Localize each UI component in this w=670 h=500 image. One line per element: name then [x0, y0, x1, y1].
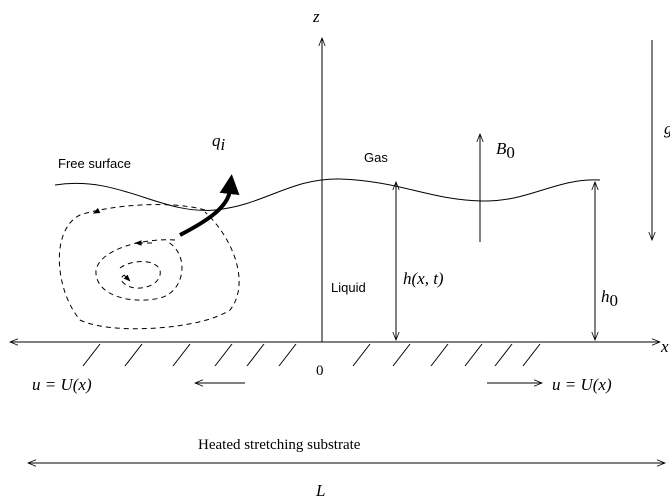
- q-base: q: [212, 131, 221, 150]
- q-label: qi: [212, 131, 226, 154]
- u-right-label: u = U(x): [552, 375, 612, 394]
- g-label: g: [664, 119, 670, 138]
- gas-label: Gas: [364, 150, 388, 165]
- u-left-label: u = U(x): [32, 375, 92, 394]
- x-label: x: [660, 337, 669, 356]
- substrate-hatch: [82, 343, 541, 367]
- b0-base: B: [496, 139, 507, 158]
- heat-flux-arrow: [179, 174, 240, 237]
- free-surface: [54, 178, 601, 211]
- vortex: [58, 204, 240, 330]
- h0-sub: 0: [610, 291, 619, 310]
- q-sub: i: [221, 135, 226, 154]
- length-label: L: [315, 481, 325, 500]
- h0-label: h0: [601, 287, 618, 310]
- liquid-label: Liquid: [331, 280, 366, 295]
- free-surface-label: Free surface: [58, 156, 131, 171]
- b0-sub: 0: [506, 143, 515, 162]
- h-label: h(x, t): [403, 269, 444, 288]
- z-label: z: [312, 7, 320, 26]
- b0-label: B0: [496, 139, 515, 162]
- substrate-label: Heated stretching substrate: [198, 437, 361, 453]
- origin-label: 0: [316, 363, 324, 379]
- h0-base: h: [601, 287, 610, 306]
